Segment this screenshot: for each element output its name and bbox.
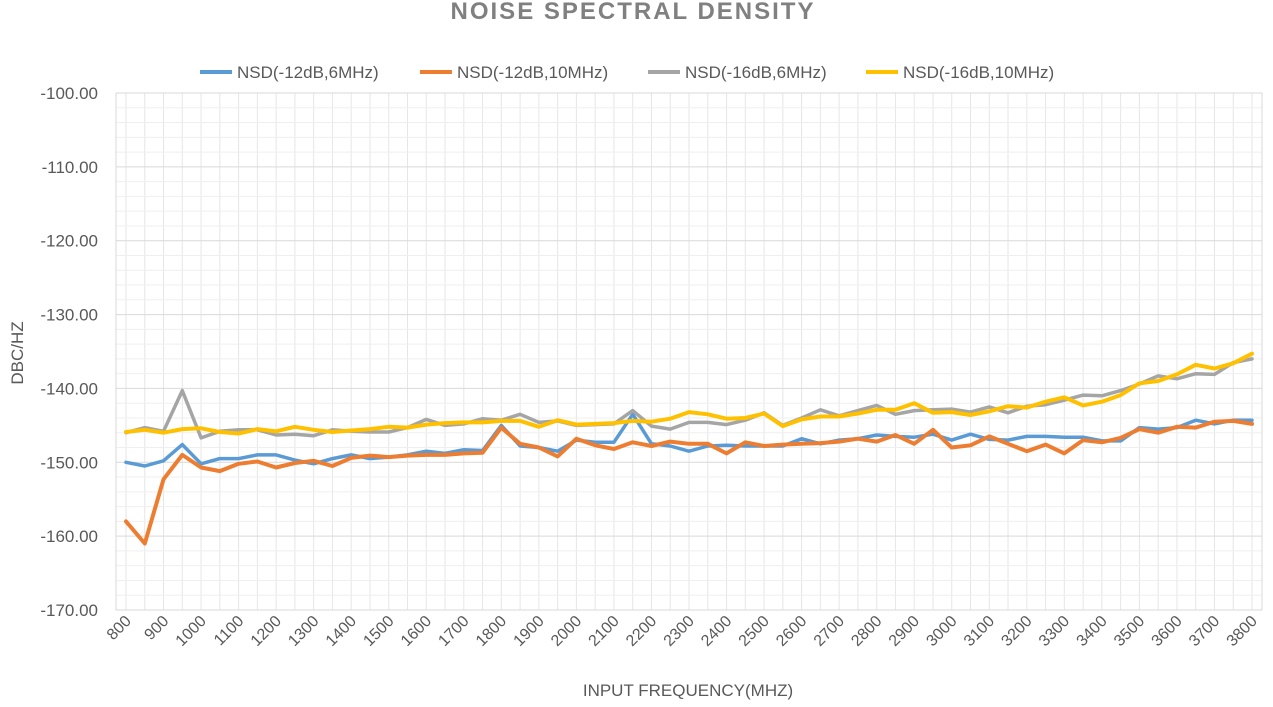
x-tick-label: 1400: [323, 613, 360, 650]
x-tick-label: 1900: [511, 613, 548, 650]
x-tick-label: 2100: [586, 613, 623, 650]
x-tick-label: 2600: [773, 613, 810, 650]
x-tick-label: 2300: [661, 613, 698, 650]
series-line-4: [124, 351, 1254, 436]
x-axis-title: INPUT FREQUENCY(MHZ): [583, 681, 793, 700]
legend-label: NSD(-16dB,6MHz): [685, 63, 827, 82]
gridlines: [115, 92, 1263, 611]
x-tick-label: 2400: [698, 613, 735, 650]
x-tick-label: 2500: [736, 613, 773, 650]
y-tick-label: -130.00: [40, 306, 98, 325]
x-tick-label: 1700: [435, 613, 472, 650]
x-tick-label: 1100: [211, 613, 247, 649]
y-tick-label: -120.00: [40, 232, 98, 251]
y-axis-title: DBC/HZ: [8, 321, 27, 384]
x-tick-label: 3700: [1186, 613, 1223, 650]
series-line-2: [124, 418, 1254, 546]
chart-title: NOISE SPECTRAL DENSITY: [451, 0, 816, 25]
x-tick-label: 1000: [173, 613, 210, 650]
x-tick-label: 2000: [548, 613, 585, 650]
x-tick-label: 3300: [1036, 613, 1073, 650]
y-axis-tick-labels: -100.00 -110.00 -120.00 -130.00 -140.00 -150.…: [40, 84, 98, 620]
plot-area-border: [115, 92, 1263, 611]
x-tick-label: 1200: [248, 613, 285, 650]
x-tick-label: 900: [141, 613, 172, 644]
y-tick-label: -110.00: [42, 158, 98, 177]
x-tick-label: 2200: [623, 613, 660, 650]
x-tick-label: 1600: [398, 613, 435, 650]
x-tick-label: 3400: [1074, 613, 1111, 650]
x-tick-label: 3200: [998, 613, 1035, 650]
x-tick-label: 3000: [923, 613, 960, 650]
x-tick-label: 2900: [886, 613, 923, 650]
series-lines: [124, 351, 1254, 546]
x-tick-label: 1800: [473, 613, 510, 650]
legend-label: NSD(-12dB,10MHz): [457, 63, 608, 82]
legend: NSD(-12dB,6MHz) NSD(-12dB,10MHz) NSD(-16dB…: [200, 63, 1054, 82]
x-tick-label: 3500: [1111, 613, 1148, 650]
y-tick-label: -160.00: [40, 527, 98, 546]
y-tick-label: -100.00: [40, 84, 98, 103]
x-tick-label: 3600: [1149, 613, 1186, 650]
x-tick-label: 3800: [1224, 613, 1261, 650]
series-line-1: [124, 412, 1254, 468]
legend-label: NSD(-16dB,10MHz): [903, 63, 1054, 82]
x-tick-label: 1500: [360, 613, 397, 650]
legend-label: NSD(-12dB,6MHz): [237, 63, 379, 82]
x-tick-label: 1300: [285, 613, 322, 650]
y-tick-label: -140.00: [40, 379, 98, 398]
x-tick-label: 800: [104, 613, 135, 644]
x-axis-tick-labels: 800 900 1000 1100 1200 1300 1400 1500 1600 1700 18…: [104, 613, 1261, 650]
x-tick-label: 2700: [811, 613, 848, 650]
x-tick-label: 2800: [848, 613, 885, 650]
series-line-3: [124, 357, 1254, 440]
y-tick-label: -150.00: [40, 453, 98, 472]
x-tick-label: 3100: [961, 613, 998, 650]
y-tick-label: -170.00: [40, 601, 98, 620]
